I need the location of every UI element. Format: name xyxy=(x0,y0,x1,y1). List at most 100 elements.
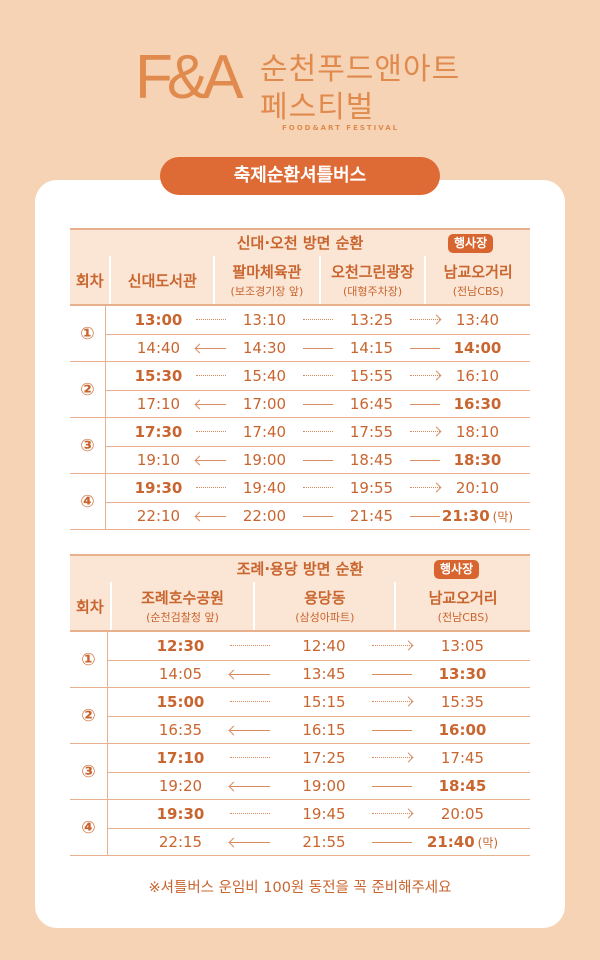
time-cell: 14:00 xyxy=(425,339,530,357)
time-value: 17:10 xyxy=(156,748,205,767)
time-value: 18:10 xyxy=(455,422,500,441)
time-value: 15:00 xyxy=(156,692,205,711)
outbound-row: 19:30 19:45 20:05 xyxy=(108,800,530,828)
time-value: 16:10 xyxy=(455,366,500,385)
time-value: 22:00 xyxy=(242,506,287,525)
time-value: 13:00 xyxy=(134,310,183,329)
return-row: 19:10 19:00 18:45 18:30 xyxy=(106,445,530,474)
return-row: 14:05 13:45 13:30 xyxy=(108,659,530,688)
time-value: 16:00 xyxy=(438,720,487,739)
time-cell: 20:05 xyxy=(395,805,530,823)
round-header: 회차 xyxy=(70,256,110,304)
round-group: ① 12:30 12:40 13:05 14:05 13:45 13:30 xyxy=(70,632,530,688)
time-value: 14:40 xyxy=(136,338,181,357)
time-value: 17:25 xyxy=(302,748,346,767)
round-number: ③ xyxy=(70,744,108,799)
time-value: 17:45 xyxy=(440,748,485,767)
time-value: 19:10 xyxy=(136,450,181,469)
time-value: 15:40 xyxy=(242,366,287,385)
arrow-icon xyxy=(230,841,270,843)
time-cell: 19:10 xyxy=(106,451,211,469)
stop-sub: (삼성아파트) xyxy=(295,611,355,624)
connector-line xyxy=(410,347,440,349)
return-row: 22:10 22:00 21:45 21:30 (막) xyxy=(106,501,530,530)
last-bus-note: (막) xyxy=(492,509,514,524)
time-cell: 14:05 xyxy=(108,665,253,683)
time-value: 13:25 xyxy=(349,310,394,329)
outbound-row: 15:00 15:15 15:35 xyxy=(108,688,530,716)
outbound-row: 19:30 19:40 19:55 20:10 xyxy=(106,474,530,502)
time-cell: 19:00 xyxy=(211,451,318,469)
stop-name: 조례호수공원 xyxy=(141,589,224,607)
time-value: 12:40 xyxy=(302,636,346,655)
arrow-icon xyxy=(196,459,226,461)
time-cell: 17:10 xyxy=(106,395,211,413)
time-value: 21:45 xyxy=(349,506,394,525)
arrow-icon xyxy=(196,403,226,405)
festival-logo: F&A 순천푸드앤아트 페스티벌 FOOD&ART FESTIVAL xyxy=(135,42,465,132)
route-table-sindae: 신대·오천 방면 순환 행사장 회차 신대도서관 팔마체육관 (보조경기장 앞) 오천그린광… xyxy=(70,228,530,530)
time-value: 17:40 xyxy=(242,422,287,441)
stop-header: 오천그린광장 (대형주차장) xyxy=(320,256,425,304)
time-cell: 15:40 xyxy=(211,367,318,385)
arrow-icon xyxy=(372,645,412,646)
time-cell: 19:45 xyxy=(253,805,395,823)
time-value: 13:05 xyxy=(440,636,485,655)
round-number: ① xyxy=(70,306,106,361)
connector-line xyxy=(410,459,440,461)
round-number: ② xyxy=(70,688,108,743)
time-cell: 16:45 xyxy=(318,395,425,413)
time-cell: 19:00 xyxy=(253,777,395,795)
time-value: 19:55 xyxy=(349,478,394,497)
connector-line xyxy=(303,459,333,461)
time-cell: 21:30 (막) xyxy=(425,507,530,525)
time-cell: 18:30 xyxy=(425,451,530,469)
time-value: 16:15 xyxy=(302,720,346,739)
time-cell: 19:30 xyxy=(106,479,211,497)
connector-line xyxy=(410,403,440,405)
arrow-icon xyxy=(372,757,412,758)
stop-sub: (전남CBS) xyxy=(437,611,489,624)
time-cell: 15:55 xyxy=(318,367,425,385)
header-row: 회차 신대도서관 팔마체육관 (보조경기장 앞) 오천그린광장 (대형주차장) 남교오거리 (… xyxy=(70,256,530,306)
time-cell: 14:30 xyxy=(211,339,318,357)
time-cell: 13:05 xyxy=(395,637,530,655)
time-value: 14:15 xyxy=(349,338,394,357)
time-cell: 13:25 xyxy=(318,311,425,329)
outbound-row: 15:30 15:40 15:55 16:10 xyxy=(106,362,530,390)
time-value: 21:30 xyxy=(441,506,490,525)
time-value: 19:30 xyxy=(134,478,183,497)
time-cell: 21:45 xyxy=(318,507,425,525)
arrow-icon xyxy=(410,375,440,376)
return-row: 22:15 21:55 21:40 (막) xyxy=(108,827,530,856)
time-value: 18:30 xyxy=(453,450,502,469)
stop-sub: (전남CBS) xyxy=(452,285,504,298)
time-value: 18:45 xyxy=(349,450,394,469)
time-value: 15:55 xyxy=(349,366,394,385)
time-cell: 17:55 xyxy=(318,423,425,441)
connector-line xyxy=(196,319,226,320)
time-cell: 18:45 xyxy=(318,451,425,469)
time-value: 12:30 xyxy=(156,636,205,655)
time-cell: 19:55 xyxy=(318,479,425,497)
route-table-jorye: 조례·용당 방면 순환 행사장 회차 조례호수공원 (순천검찰청 앞) 용당동 (삼성아파트… xyxy=(70,554,531,856)
time-cell: 14:15 xyxy=(318,339,425,357)
return-row: 14:40 14:30 14:15 14:00 xyxy=(106,333,530,362)
time-cell: 12:30 xyxy=(108,637,253,655)
connector-line xyxy=(196,487,226,488)
time-value: 17:55 xyxy=(349,422,394,441)
stop-header: 신대도서관 xyxy=(111,256,214,304)
time-value: 15:15 xyxy=(302,692,346,711)
last-bus-note: (막) xyxy=(477,835,499,850)
round-group: ④ 19:30 19:40 19:55 20:10 22:10 22:00 21:45 21:3… xyxy=(70,474,530,530)
time-cell: 22:10 xyxy=(106,507,211,525)
time-cell: 17:00 xyxy=(211,395,318,413)
time-cell: 20:10 xyxy=(425,479,530,497)
time-value: 20:10 xyxy=(455,478,500,497)
time-value: 16:45 xyxy=(349,394,394,413)
time-cell: 18:45 xyxy=(395,777,530,795)
time-cell: 13:10 xyxy=(211,311,318,329)
stop-header: 조례호수공원 (순천검찰청 앞) xyxy=(111,582,254,630)
time-value: 19:20 xyxy=(158,776,203,795)
connector-line xyxy=(372,785,412,787)
